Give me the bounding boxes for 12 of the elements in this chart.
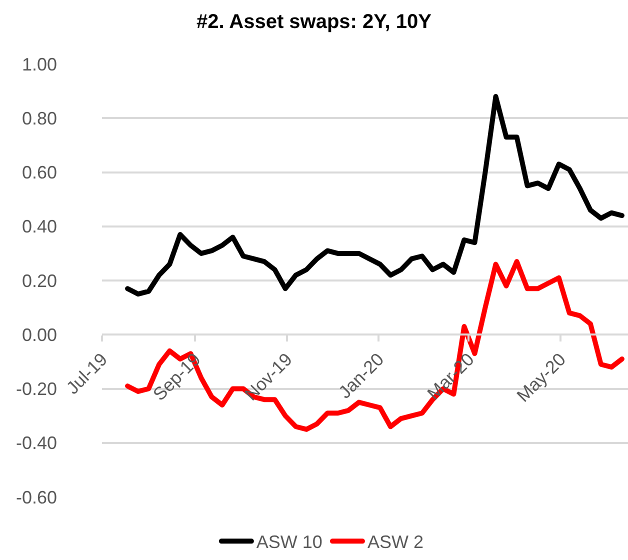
legend-label: ASW 2 <box>367 532 424 552</box>
y-tick-label: 0.40 <box>22 216 57 237</box>
y-tick-label: -0.40 <box>16 433 57 454</box>
y-tick-label: -0.60 <box>16 487 57 508</box>
y-tick-label: 0.20 <box>22 270 57 291</box>
y-tick-label: 0.00 <box>22 324 57 345</box>
y-tick-label: -0.20 <box>16 379 57 400</box>
legend-label: ASW 10 <box>256 532 322 552</box>
y-tick-label: 0.80 <box>22 108 57 128</box>
chart-title: #2. Asset swaps: 2Y, 10Y <box>196 11 432 33</box>
y-tick-label: 0.60 <box>22 162 57 183</box>
y-tick-label: 1.00 <box>22 54 57 74</box>
